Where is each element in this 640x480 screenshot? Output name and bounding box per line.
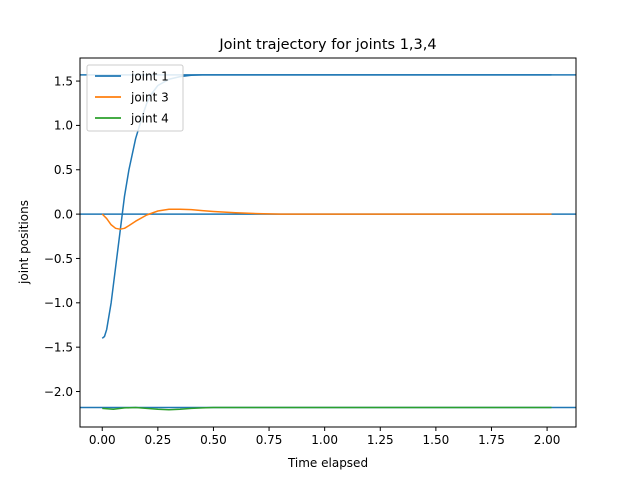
legend-label: joint 1 — [130, 69, 169, 83]
chart-title: Joint trajectory for joints 1,3,4 — [218, 37, 436, 53]
series-line-joint-3 — [101, 208, 552, 230]
legend-label: joint 4 — [130, 111, 169, 125]
series-line-joint-4 — [102, 406, 552, 411]
x-tick-label: 0.75 — [256, 433, 283, 447]
x-axis: 0.00 0.25 0.50 0.75 1.00 1.25 1.50 1.75 2.00 — [89, 427, 561, 447]
x-tick-label: 0.50 — [200, 433, 227, 447]
x-tick-label: 2.00 — [534, 433, 561, 447]
legend-label: joint 3 — [130, 90, 169, 104]
legend: joint 1 joint 3 joint 4 — [86, 64, 184, 132]
x-tick-label: 1.25 — [367, 433, 394, 447]
y-tick-label: 0.0 — [54, 207, 73, 221]
x-tick-label: 1.75 — [478, 433, 505, 447]
x-tick-label: 1.00 — [311, 433, 338, 447]
y-tick-label: −0.5 — [44, 252, 73, 266]
y-axis-label: joint positions — [17, 200, 31, 285]
x-tick-label: 0.25 — [144, 433, 171, 447]
y-tick-label: 1.5 — [54, 74, 73, 88]
y-tick-label: −2.0 — [44, 385, 73, 399]
y-tick-label: 1.0 — [54, 119, 73, 133]
x-tick-label: 1.50 — [423, 433, 450, 447]
x-axis-label: Time elapsed — [287, 456, 368, 470]
y-axis: −2.0 −1.5 −1.0 −0.5 0.0 0.5 1.0 1.5 — [44, 74, 80, 399]
y-tick-label: −1.0 — [44, 296, 73, 310]
axes-frame — [79, 57, 577, 428]
y-tick-label: −1.5 — [44, 340, 73, 354]
legend-box — [86, 64, 184, 132]
y-tick-label: 0.5 — [54, 163, 73, 177]
x-tick-label: 0.00 — [89, 433, 116, 447]
